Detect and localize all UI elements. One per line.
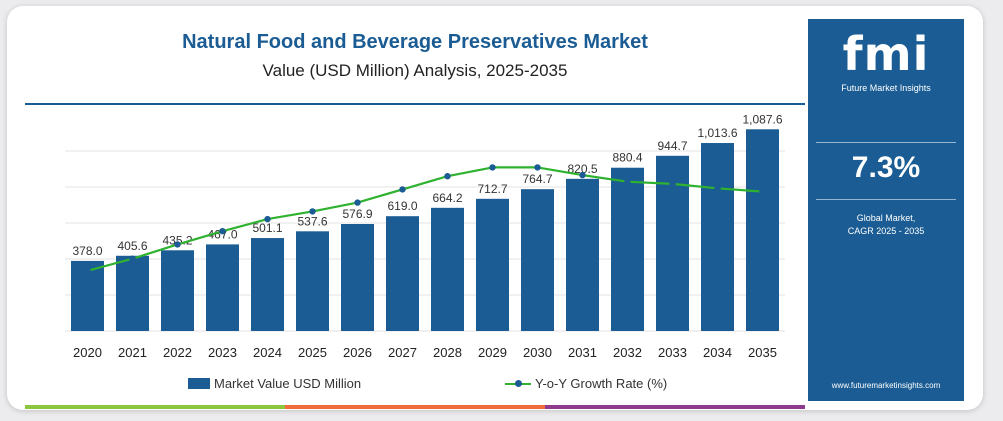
bar-2034	[701, 143, 734, 331]
bar-value-label: 435.2	[162, 233, 192, 247]
cagr-label: Global Market, CAGR 2025 - 2035	[808, 212, 964, 238]
footer-stripe-purple	[545, 405, 805, 409]
bar-value-label: 576.9	[342, 207, 372, 221]
brand-divider-bottom	[816, 199, 956, 200]
bar-2031	[566, 178, 599, 331]
growth-rate-point	[354, 199, 361, 206]
website-link[interactable]: www.futuremarketinsights.com	[831, 381, 941, 390]
x-tick-label: 2025	[298, 345, 327, 360]
legend-line-swatch	[505, 378, 531, 389]
footer-stripe-green	[25, 405, 285, 409]
bar-value-label: 820.5	[567, 162, 597, 176]
bar-value-label: 1,087.6	[742, 112, 782, 126]
bar-value-label: 712.7	[477, 182, 507, 196]
x-tick-label: 2035	[748, 345, 777, 360]
bar-value-label: 944.7	[657, 139, 687, 153]
bar-value-label: 1,013.6	[697, 126, 737, 140]
growth-rate-point	[309, 208, 316, 215]
legend-item-market-value: Market Value USD Million	[188, 376, 361, 391]
growth-rate-point	[759, 188, 766, 195]
x-tick-label: 2024	[253, 345, 282, 360]
bar-2029	[476, 198, 509, 331]
legend-bar-swatch	[188, 378, 210, 389]
x-tick-label: 2029	[478, 345, 507, 360]
growth-rate-point	[714, 185, 721, 192]
growth-rate-point	[219, 228, 226, 235]
x-tick-label: 2031	[568, 345, 597, 360]
bar-value-label: 764.7	[522, 172, 552, 186]
bar-2028	[431, 207, 464, 331]
x-tick-label: 2021	[118, 345, 147, 360]
legend-label-growth-rate: Y-o-Y Growth Rate (%)	[535, 376, 668, 391]
bar-value-label: 619.0	[387, 199, 417, 213]
bar-value-label: 405.6	[117, 239, 147, 253]
bar-2024	[251, 238, 284, 331]
x-tick-label: 2026	[343, 345, 372, 360]
chart-panel: Natural Food and Beverage Preservatives …	[25, 19, 805, 409]
cagr-label-line2: CAGR 2025 - 2035	[847, 226, 925, 236]
growth-rate-point	[669, 180, 676, 188]
growth-rate-point	[399, 186, 406, 193]
bar-2030	[521, 189, 554, 331]
chart-subtitle: Value (USD Million) Analysis, 2025-2035	[262, 61, 568, 80]
x-tick-label: 2020	[73, 345, 102, 360]
bar-2021	[116, 255, 149, 331]
bar-value-label: 537.6	[297, 214, 327, 228]
bar-2023	[206, 244, 239, 331]
brand-panel: fmi Future Market Insights 7.3% Global M…	[808, 19, 964, 401]
bar-2026	[341, 224, 374, 331]
brand-divider-top	[816, 142, 956, 143]
growth-rate-point	[489, 164, 496, 171]
chart-card: Natural Food and Beverage Preservatives …	[7, 6, 983, 410]
logo-subtitle: Future Market Insights	[841, 83, 931, 93]
growth-rate-point	[624, 178, 631, 185]
growth-rate-point	[129, 255, 136, 262]
x-tick-label: 2022	[163, 345, 192, 360]
bar-value-label: 880.4	[612, 151, 642, 165]
growth-rate-point	[579, 171, 586, 179]
chart-title: Natural Food and Beverage Preservatives …	[182, 31, 648, 53]
footer-stripes	[25, 405, 805, 409]
bar-2027	[386, 216, 419, 331]
growth-rate-point	[84, 267, 91, 274]
x-tick-label: 2034	[703, 345, 732, 360]
bar-2022	[161, 250, 194, 331]
legend-label-market-value: Market Value USD Million	[214, 376, 362, 391]
x-tick-label: 2032	[613, 345, 642, 360]
chart-plot: 378.0405.6435.2467.0501.1537.6576.9619.0…	[65, 112, 785, 360]
x-tick-label: 2023	[208, 345, 237, 360]
growth-rate-line	[87, 166, 763, 272]
cagr-value: 7.3%	[851, 151, 921, 184]
chart-legend: Market Value USD Million Y-o-Y Growth Ra…	[25, 376, 805, 396]
cagr-label-line1: Global Market,	[856, 213, 916, 223]
footer-stripe-orange	[285, 405, 545, 409]
fmi-logo: fmi	[842, 27, 930, 81]
x-tick-label: 2027	[388, 345, 417, 360]
legend-item-growth-rate: Y-o-Y Growth Rate (%)	[505, 376, 667, 391]
growth-rate-point	[264, 215, 271, 223]
growth-rate-point	[444, 173, 451, 180]
bar-2025	[296, 231, 329, 331]
x-tick-label: 2028	[433, 345, 462, 360]
header-divider	[25, 103, 805, 105]
growth-rate-point	[174, 241, 181, 248]
bar-2032	[611, 167, 644, 331]
bar-value-label: 501.1	[252, 221, 282, 235]
bar-value-label: 664.2	[432, 191, 462, 205]
bar-2035	[746, 129, 779, 331]
x-tick-label: 2030	[523, 345, 552, 360]
growth-rate-point	[534, 164, 541, 171]
x-tick-label: 2033	[658, 345, 687, 360]
bar-value-label: 378.0	[72, 244, 102, 258]
